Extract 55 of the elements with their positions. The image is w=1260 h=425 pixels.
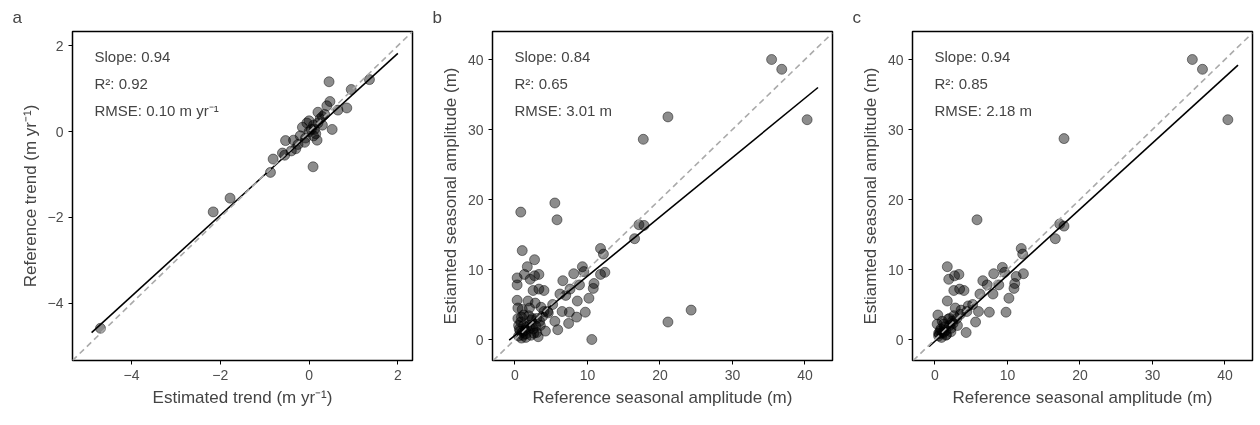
x-tick-label: 40 <box>1217 366 1233 383</box>
y-tick-label: 0 <box>895 331 904 348</box>
y-tick-label: 2 <box>55 37 64 54</box>
chart-title: c <box>852 7 862 27</box>
annotation: Slope: 0.84 <box>514 47 591 65</box>
y-tick-label: 40 <box>887 51 904 68</box>
x-tick-label: 0 <box>305 366 314 383</box>
x-axis-title: Reference seasonal amplitude (m) <box>952 387 1213 407</box>
y-tick-label: 30 <box>467 121 484 138</box>
annotation: R²: 0.85 <box>934 74 988 92</box>
annotation: RMSE: 3.01 m <box>514 101 613 119</box>
annotation: RMSE: 0.10 m yr⁻¹ <box>94 101 219 119</box>
x-tick-label: 30 <box>724 366 741 383</box>
y-tick-label: 20 <box>887 191 904 208</box>
y-tick-label: −2 <box>47 209 64 226</box>
y-tick-label: −4 <box>47 295 64 312</box>
y-tick-label: 40 <box>467 51 484 68</box>
x-axis-title: Estimated trend (m yr⁻¹) <box>152 387 333 407</box>
y-tick-label: 0 <box>55 123 64 140</box>
y-axis-title: Estiamted seasonal amplitude (m) <box>860 67 880 325</box>
x-axis-title: Reference seasonal amplitude (m) <box>532 387 793 407</box>
point <box>326 123 338 135</box>
x-tick-label: −4 <box>123 366 140 383</box>
x-tick-label: 0 <box>511 366 520 383</box>
annotation: R²: 0.92 <box>94 74 148 92</box>
annotation: RMSE: 2.18 m <box>934 101 1033 119</box>
x-tick-label: 20 <box>1072 366 1088 383</box>
y-tick-label: 20 <box>467 191 484 208</box>
point <box>323 76 335 88</box>
x-tick-label: −2 <box>212 366 229 383</box>
y-axis-title: Reference trend (m yr⁻¹) <box>20 104 40 288</box>
x-tick-label: 20 <box>652 366 668 383</box>
x-tick-label: 40 <box>797 366 813 383</box>
point <box>307 161 319 173</box>
y-tick-label: 0 <box>475 331 484 348</box>
x-tick-label: 2 <box>393 366 402 383</box>
chart-title: b <box>432 7 442 27</box>
point <box>224 192 236 204</box>
chart-title: a <box>12 7 23 27</box>
annotation: Slope: 0.94 <box>934 47 1011 65</box>
point <box>207 206 219 218</box>
x-tick-label: 10 <box>999 366 1016 383</box>
x-tick-label: 10 <box>579 366 596 383</box>
point <box>341 102 353 114</box>
x-tick-label: 30 <box>1144 366 1161 383</box>
annotation: Slope: 0.94 <box>94 47 171 65</box>
y-axis-title: Estiamted seasonal amplitude (m) <box>440 67 460 325</box>
y-tick-label: 10 <box>467 261 484 278</box>
point <box>311 134 323 146</box>
point <box>267 153 279 165</box>
y-tick-label: 10 <box>887 261 904 278</box>
point <box>321 100 333 112</box>
y-tick-label: 30 <box>887 121 904 138</box>
annotation: R²: 0.65 <box>514 74 568 92</box>
x-tick-label: 0 <box>931 366 940 383</box>
